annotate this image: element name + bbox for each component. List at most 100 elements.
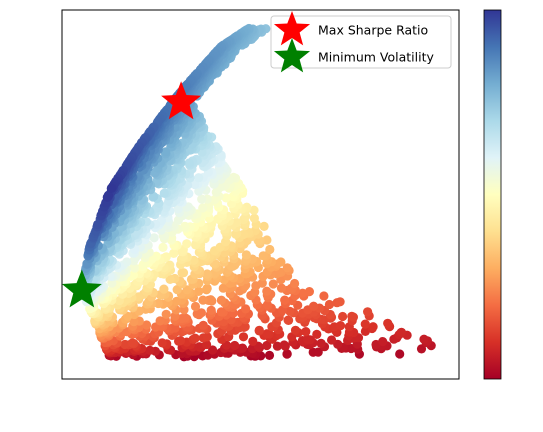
scatter-point: [165, 274, 175, 284]
scatter-point: [241, 250, 251, 260]
scatter-point: [123, 311, 133, 321]
scatter-point: [159, 188, 169, 198]
scatter-point: [202, 269, 212, 279]
scatter-point: [177, 268, 187, 278]
scatter-point: [221, 193, 231, 203]
scatter-point: [395, 349, 405, 359]
scatter-point: [396, 327, 407, 337]
scatter-point: [416, 344, 427, 354]
scatter-point: [282, 349, 292, 359]
highlight-markers: [61, 81, 202, 308]
scatter-point: [230, 340, 240, 351]
scatter-point: [216, 307, 226, 317]
scatter-point: [158, 242, 168, 252]
scatter-point: [157, 338, 167, 348]
scatter-point: [280, 295, 290, 305]
minimum-volatility-marker: [61, 269, 102, 308]
legend: Max Sharpe Ratio Minimum Volatility: [270, 11, 452, 73]
scatter-point: [155, 316, 165, 326]
scatter-point: [129, 317, 139, 327]
scatter-point: [194, 173, 204, 183]
scatter-point: [290, 325, 301, 335]
scatter-point: [335, 321, 346, 331]
scatter-point: [149, 233, 159, 243]
scatter-point: [175, 336, 186, 346]
scatter-point: [216, 295, 226, 305]
scatter-point: [172, 296, 182, 306]
scatter-point: [335, 297, 345, 307]
scatter-point: [383, 318, 393, 328]
scatter-point: [262, 300, 272, 310]
scatter-point: [208, 345, 218, 355]
scatter-point: [198, 203, 208, 213]
scatter-point: [264, 350, 275, 360]
scatter-point: [276, 283, 287, 293]
scatter-point: [276, 257, 286, 267]
scatter-point: [312, 329, 322, 339]
scatter-point: [127, 338, 138, 348]
scatter-point: [419, 334, 429, 344]
scatter-point: [198, 320, 208, 330]
scatter-point: [241, 304, 251, 314]
scatter-point: [262, 235, 272, 245]
scatter-point: [262, 329, 272, 339]
legend-box: [270, 15, 452, 69]
scatter-point: [196, 308, 206, 318]
scatter-point: [120, 339, 130, 350]
scatter-point: [285, 306, 295, 316]
scatter-point: [258, 251, 268, 261]
scatter-point: [161, 147, 171, 157]
scatter-point: [210, 195, 220, 205]
scatter-point: [301, 327, 311, 337]
scatter-point: [190, 179, 200, 190]
scatter-point: [347, 311, 357, 321]
scatter-point: [145, 345, 155, 355]
scatter-point: [290, 278, 300, 289]
scatter-point: [313, 347, 323, 357]
scatter-point: [240, 322, 250, 332]
scatter-point: [190, 333, 200, 343]
scatter-point: [238, 332, 249, 342]
scatter-point: [248, 336, 258, 346]
scatter-point: [194, 286, 204, 296]
scatter-point: [142, 320, 152, 330]
legend-label: Max Sharpe Ratio: [318, 23, 428, 38]
scatter-point: [218, 283, 228, 293]
scatter-point: [153, 298, 163, 309]
scatter-point: [198, 295, 208, 305]
scatter-point: [304, 287, 314, 297]
scatter-point: [302, 334, 313, 344]
scatter-point: [262, 286, 272, 296]
scatter-point: [237, 343, 248, 353]
scatter-point: [319, 291, 329, 301]
scatter-point: [184, 158, 194, 168]
scatter-point: [324, 299, 334, 310]
scatter-point: [283, 315, 293, 325]
scatter-point: [262, 340, 272, 351]
scatter-point: [159, 284, 169, 294]
max-sharpe-ratio-marker: [161, 81, 202, 120]
scatter-point: [148, 192, 158, 202]
scatter-point: [360, 319, 370, 329]
scatter-point: [259, 221, 269, 231]
scatter-point: [182, 285, 192, 295]
scatter-point: [169, 248, 179, 258]
scatter-point: [257, 278, 267, 288]
scatter-point: [368, 322, 378, 332]
scatter-point: [279, 340, 289, 350]
scatter-point: [309, 301, 319, 311]
scatter-point: [249, 213, 259, 223]
scatter-point: [378, 337, 388, 347]
scatter-point: [316, 338, 326, 348]
scatter-point: [182, 239, 192, 249]
scatter-point: [327, 335, 337, 345]
scatter-point: [268, 279, 278, 289]
scatter-point: [190, 301, 201, 312]
scatter-point: [161, 309, 171, 319]
scatter-point: [206, 305, 216, 315]
scatter-point: [202, 332, 212, 342]
scatter-point: [106, 183, 116, 193]
scatter-point: [102, 192, 112, 202]
scatter-point: [265, 244, 275, 255]
